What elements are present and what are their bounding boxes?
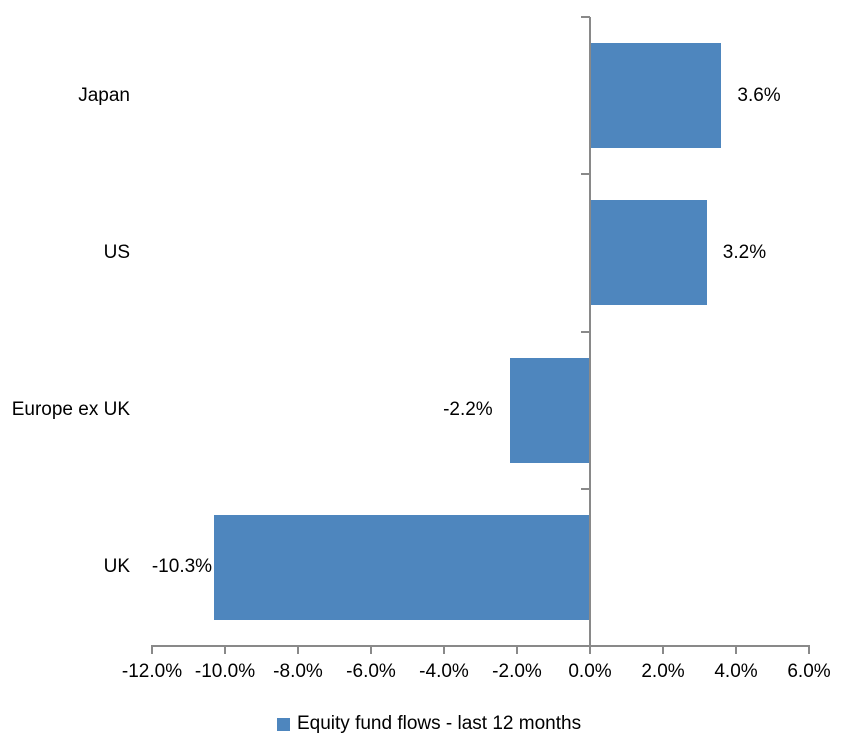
x-tick — [589, 645, 591, 654]
x-tick-label: -6.0% — [346, 661, 396, 682]
category-label: US — [103, 241, 130, 263]
x-tick — [735, 645, 737, 654]
bar — [590, 43, 722, 149]
data-label: 3.6% — [737, 84, 781, 106]
category-label: Japan — [78, 84, 130, 106]
y-tick — [581, 16, 590, 18]
y-tick — [581, 487, 590, 490]
x-tick-label: -4.0% — [419, 661, 469, 682]
x-tick — [443, 645, 445, 654]
x-axis-line — [151, 645, 810, 647]
x-tick — [370, 645, 372, 654]
x-tick-label: 4.0% — [714, 661, 758, 682]
bar — [214, 514, 590, 620]
x-tick-label: -2.0% — [492, 661, 542, 682]
x-tick — [808, 645, 810, 654]
category-label: UK — [103, 556, 130, 578]
bar — [509, 357, 590, 463]
y-tick — [581, 330, 590, 333]
x-tick — [151, 645, 153, 654]
legend-marker-icon — [277, 717, 290, 731]
data-label: -10.3% — [151, 556, 213, 578]
x-tick-label: 6.0% — [787, 661, 831, 682]
x-tick-label: 0.0% — [568, 661, 612, 682]
x-tick — [516, 645, 518, 654]
y-axis-line — [589, 17, 591, 647]
x-tick — [297, 645, 299, 654]
x-tick-label: -10.0% — [194, 661, 256, 682]
y-tick — [581, 173, 590, 176]
x-tick-label: -12.0% — [121, 661, 183, 682]
x-tick — [224, 645, 226, 654]
bar — [590, 200, 707, 306]
data-label: 3.2% — [722, 241, 767, 263]
category-label: Europe ex UK — [11, 399, 130, 421]
x-tick-label: 2.0% — [641, 661, 685, 682]
legend-label: Equity fund flows - last 12 months — [297, 713, 582, 734]
legend: Equity fund flows - last 12 months — [277, 710, 581, 738]
x-tick-label: -8.0% — [273, 661, 323, 682]
data-label: -2.2% — [443, 399, 493, 421]
x-tick — [662, 645, 664, 654]
